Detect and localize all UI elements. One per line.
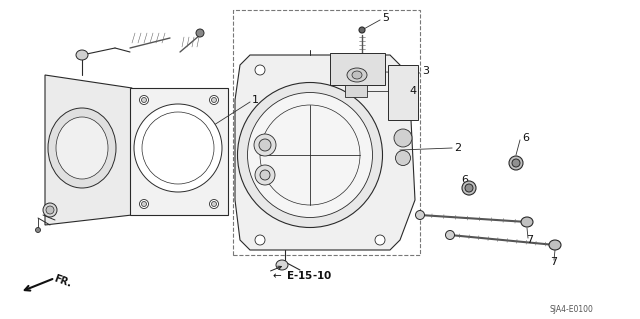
Ellipse shape — [396, 151, 410, 166]
Text: FR.: FR. — [52, 273, 72, 289]
Ellipse shape — [140, 95, 148, 105]
Text: 1: 1 — [252, 95, 259, 105]
Ellipse shape — [46, 206, 54, 214]
Text: 4: 4 — [409, 86, 416, 96]
Text: 7: 7 — [526, 235, 533, 245]
Ellipse shape — [211, 98, 216, 102]
Ellipse shape — [394, 129, 412, 147]
Ellipse shape — [512, 159, 520, 167]
Polygon shape — [130, 88, 228, 215]
Polygon shape — [235, 55, 415, 250]
Ellipse shape — [255, 65, 265, 75]
Text: 3: 3 — [422, 66, 429, 76]
Ellipse shape — [211, 202, 216, 206]
Ellipse shape — [209, 199, 218, 209]
Text: 6: 6 — [522, 133, 529, 143]
Ellipse shape — [140, 199, 148, 209]
Bar — [233, 10, 420, 255]
Ellipse shape — [76, 50, 88, 60]
Ellipse shape — [259, 139, 271, 151]
Ellipse shape — [359, 27, 365, 33]
Ellipse shape — [248, 93, 372, 218]
Ellipse shape — [56, 117, 108, 179]
Text: 2: 2 — [454, 143, 461, 153]
Ellipse shape — [255, 165, 275, 185]
Ellipse shape — [237, 83, 383, 227]
Ellipse shape — [209, 95, 218, 105]
Bar — [388, 65, 418, 120]
Ellipse shape — [48, 108, 116, 188]
Polygon shape — [45, 75, 132, 225]
Ellipse shape — [43, 203, 57, 217]
Ellipse shape — [375, 65, 385, 75]
Text: 6: 6 — [461, 175, 468, 185]
Text: SJA4-E0100: SJA4-E0100 — [550, 306, 594, 315]
Ellipse shape — [415, 211, 424, 219]
Ellipse shape — [254, 134, 276, 156]
Ellipse shape — [255, 235, 265, 245]
Ellipse shape — [276, 260, 288, 270]
Text: 7: 7 — [550, 257, 557, 267]
Ellipse shape — [347, 68, 367, 82]
Ellipse shape — [141, 98, 147, 102]
Ellipse shape — [445, 231, 454, 240]
Ellipse shape — [196, 29, 204, 37]
Ellipse shape — [134, 104, 222, 192]
Bar — [345, 85, 367, 97]
Ellipse shape — [509, 156, 523, 170]
Ellipse shape — [141, 202, 147, 206]
Ellipse shape — [352, 71, 362, 79]
Ellipse shape — [521, 217, 533, 227]
Text: 5: 5 — [382, 13, 389, 23]
Ellipse shape — [260, 170, 270, 180]
Ellipse shape — [35, 227, 40, 233]
Ellipse shape — [465, 184, 473, 192]
Ellipse shape — [462, 181, 476, 195]
Bar — [330, 53, 385, 85]
Ellipse shape — [375, 235, 385, 245]
Text: $\leftarrow$ E-15-10: $\leftarrow$ E-15-10 — [270, 269, 332, 281]
Ellipse shape — [549, 240, 561, 250]
